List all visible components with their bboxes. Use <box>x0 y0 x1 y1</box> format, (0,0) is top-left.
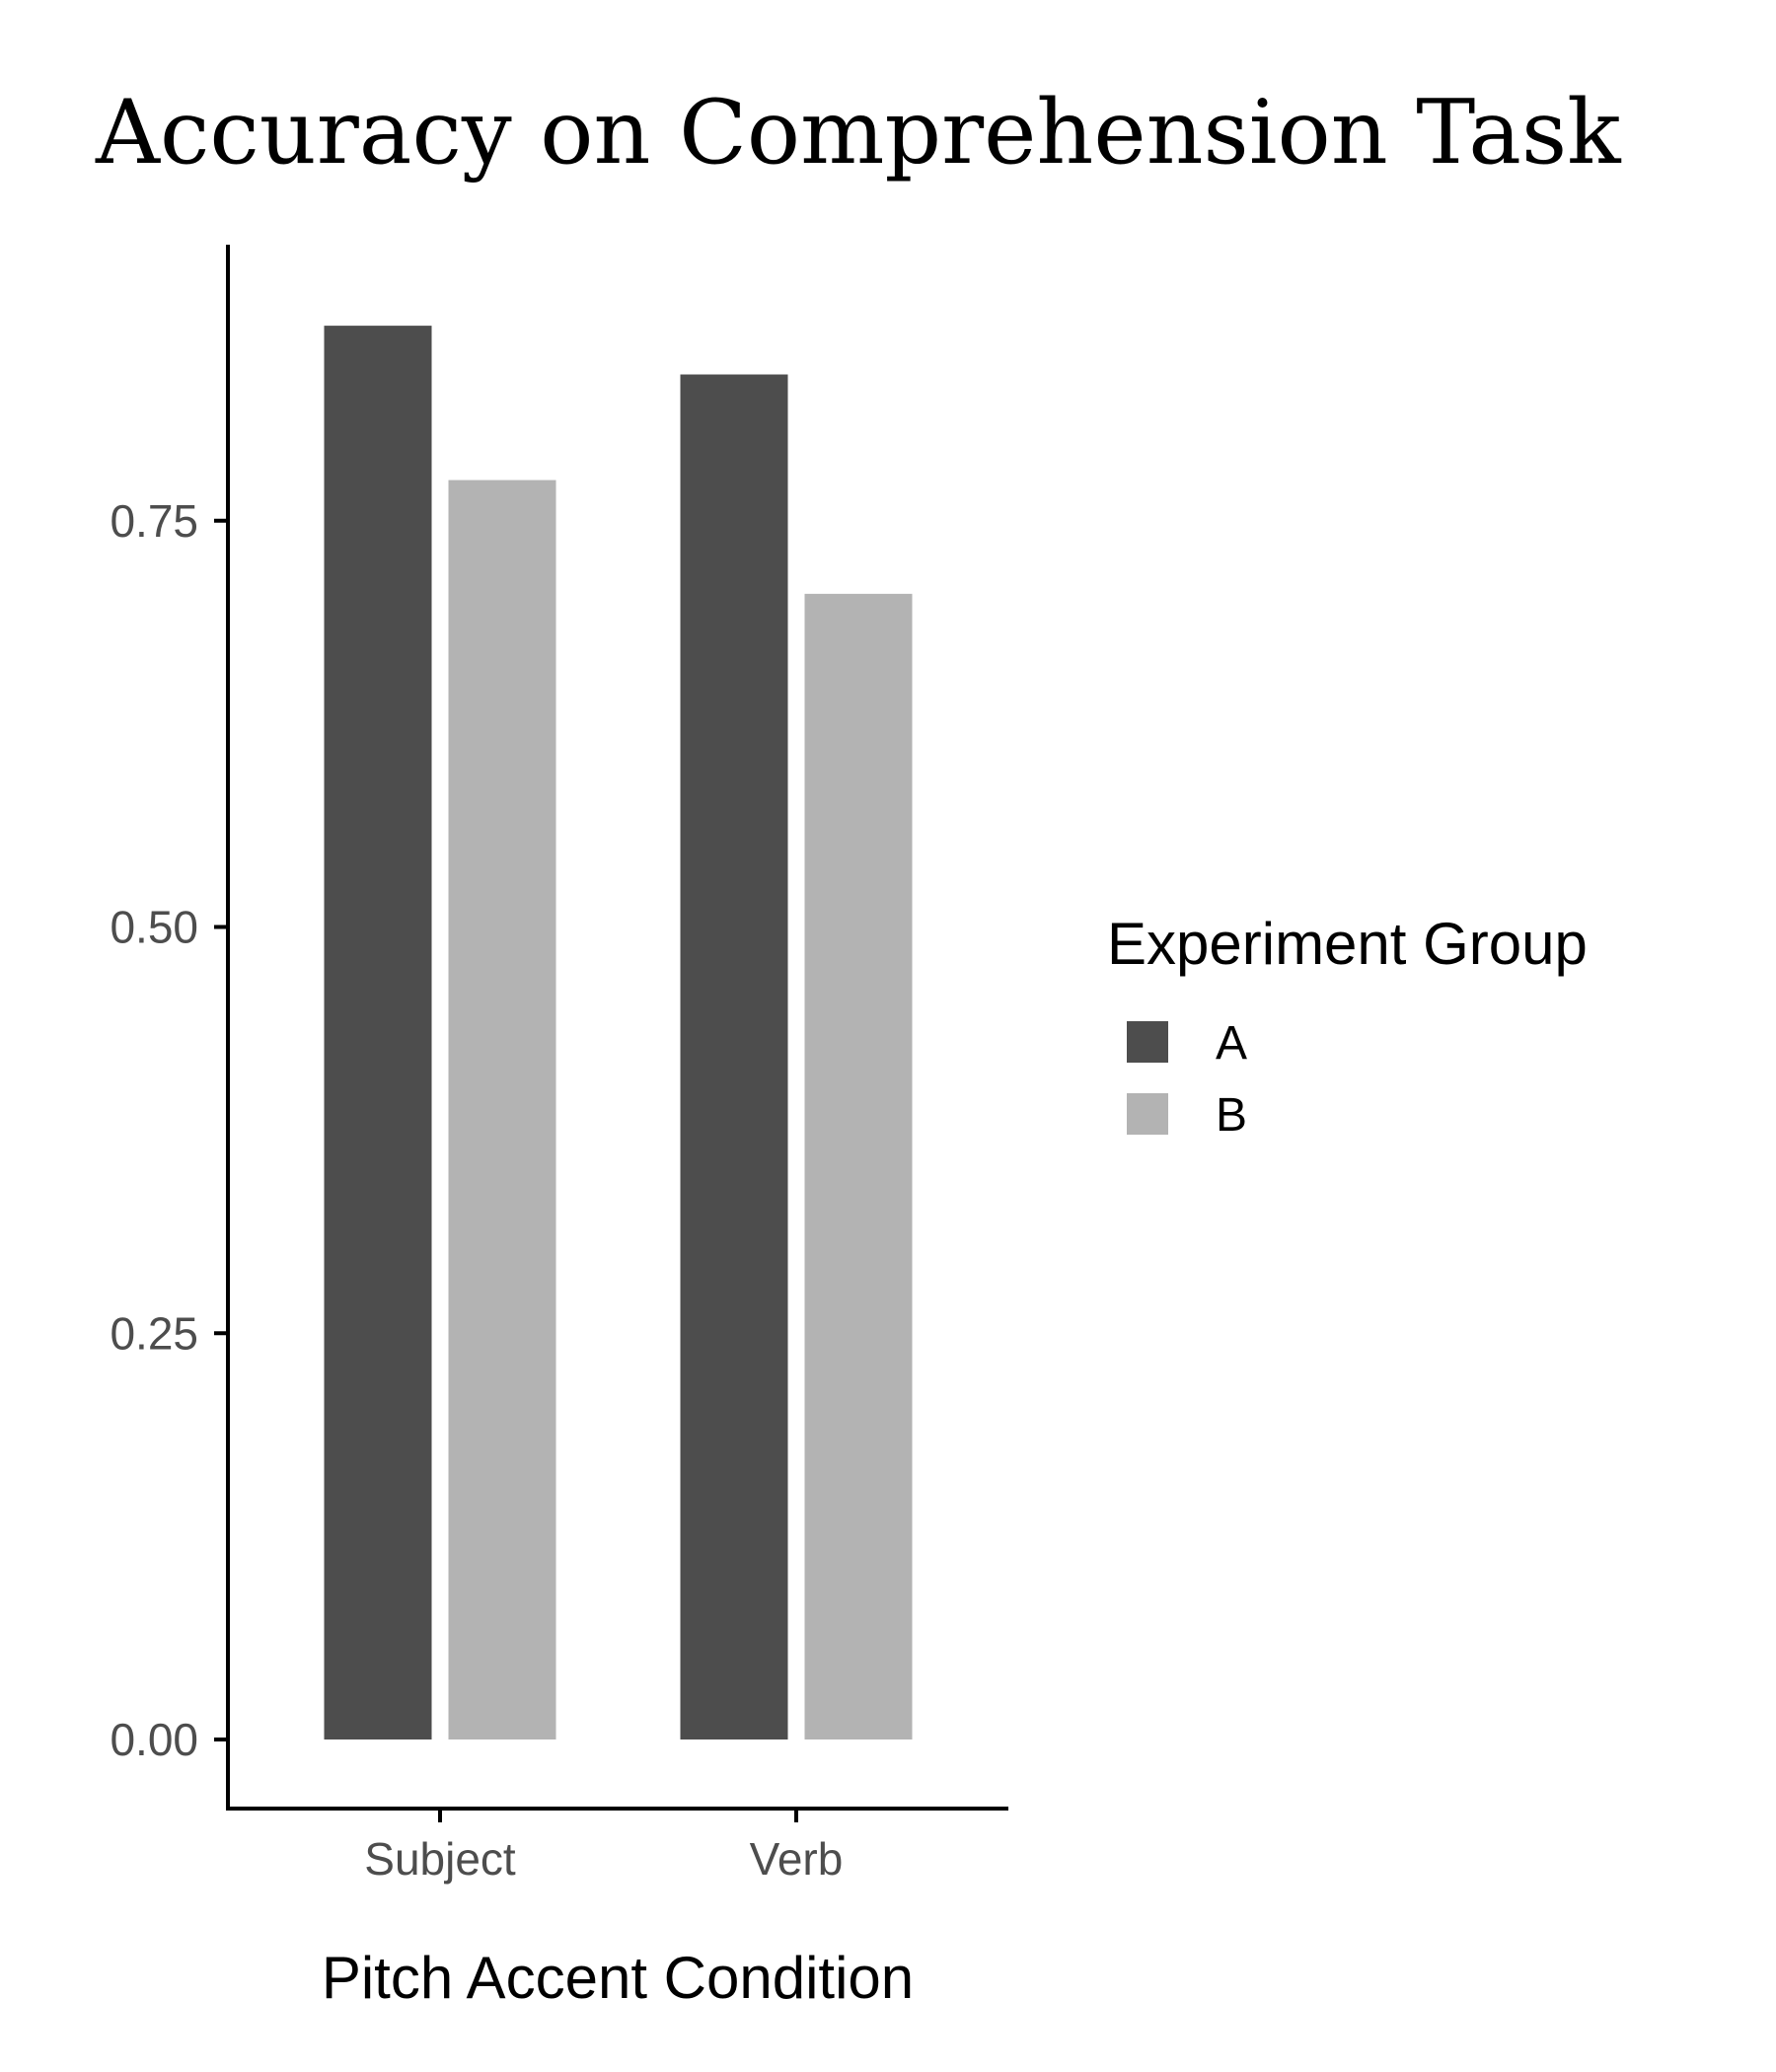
bar-subject-b <box>448 480 556 1740</box>
y-tick-label: 0.50 <box>110 902 198 953</box>
legend: Experiment Group AB <box>1107 911 1588 1142</box>
y-axis: 0.00 0.25 0.50 0.75 <box>110 245 230 1811</box>
chart-title: Accuracy on Comprehension Task <box>95 81 1622 185</box>
plot-area <box>324 326 913 1740</box>
bar-subject-a <box>324 326 432 1739</box>
legend-title: Experiment Group <box>1107 911 1588 977</box>
y-tick-label: 0.75 <box>110 495 198 547</box>
x-axis-title: Pitch Accent Condition <box>322 1945 914 2011</box>
legend-label-b: B <box>1216 1089 1247 1142</box>
y-tick-label: 0.00 <box>110 1714 198 1765</box>
bar-verb-a <box>680 374 788 1739</box>
y-tick-label: 0.25 <box>110 1307 198 1359</box>
x-tick-label: Subject <box>364 1833 516 1885</box>
legend-label-a: A <box>1216 1017 1247 1070</box>
legend-key-a <box>1127 1021 1168 1063</box>
bar-verb-b <box>804 593 913 1739</box>
x-tick-label: Verb <box>750 1833 844 1885</box>
legend-items: AB <box>1127 1017 1247 1142</box>
legend-key-b <box>1127 1093 1168 1135</box>
x-axis: Subject Verb <box>226 1807 1008 1885</box>
